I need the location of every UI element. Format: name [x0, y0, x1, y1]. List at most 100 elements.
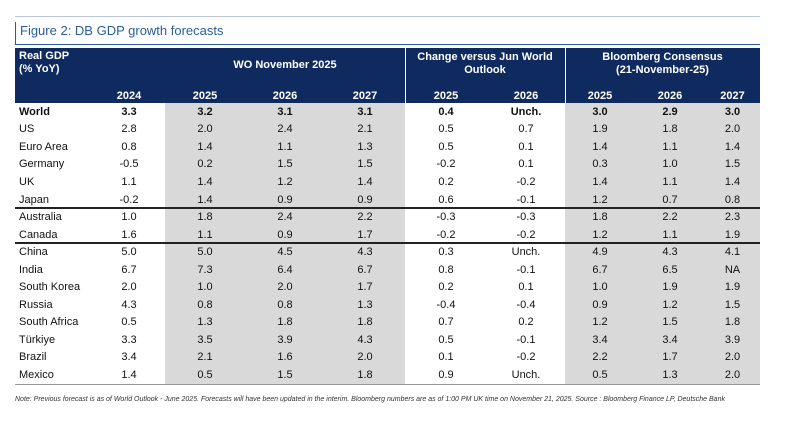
year-header: 2026: [513, 89, 539, 102]
value-cell: -0.3: [516, 211, 536, 224]
value-cell: 6.7: [357, 263, 373, 276]
value-cell: 2.4: [277, 123, 293, 136]
value-cell: 2.0: [197, 123, 213, 136]
value-cell: 1.1: [121, 175, 137, 188]
value-cell: 1.4: [357, 175, 373, 188]
value-cell: Unch.: [510, 105, 542, 118]
value-cell: 1.4: [724, 140, 741, 153]
note: Note: Previous forecast is as of World O…: [15, 396, 725, 403]
value-cell: 6.5: [662, 263, 678, 276]
value-cell: 2.1: [197, 351, 213, 364]
value-cell: 3.3: [121, 333, 137, 346]
value-cell: 1.0: [121, 211, 137, 224]
value-cell: -0.5: [119, 158, 139, 171]
value-cell: 1.5: [662, 316, 678, 329]
year-header: 2025: [433, 89, 459, 102]
value-cell: 0.8: [724, 193, 741, 206]
value-cell: -0.1: [516, 193, 536, 206]
value-cell: 1.9: [662, 281, 678, 294]
value-cell: 3.5: [197, 333, 213, 346]
value-cell: -0.2: [516, 175, 536, 188]
value-cell: 1.3: [357, 140, 373, 153]
year-header: 2025: [587, 89, 613, 102]
group-header: WO November 2025: [233, 58, 337, 71]
value-cell: 1.5: [357, 158, 373, 171]
value-cell: 1.8: [357, 369, 373, 382]
group-divider: [565, 48, 566, 103]
value-cell: 1.2: [592, 228, 608, 241]
value-cell: 6.4: [277, 263, 293, 276]
value-cell: 2.8: [121, 123, 137, 136]
value-cell: 1.3: [197, 316, 213, 329]
value-cell: 2.2: [662, 211, 678, 224]
value-cell: 7.3: [197, 263, 213, 276]
row-label: Brazil: [19, 351, 47, 364]
value-cell: -0.1: [516, 263, 536, 276]
value-cell: 0.1: [518, 281, 534, 294]
value-cell: 1.4: [592, 140, 608, 153]
value-cell: 5.0: [121, 246, 137, 259]
value-cell: 1.8: [357, 316, 373, 329]
row-label: China: [19, 246, 48, 259]
value-cell: Unch.: [511, 246, 541, 259]
value-cell: 2.0: [724, 123, 741, 136]
row-label: Mexico: [19, 369, 54, 382]
title-rule: [15, 44, 760, 45]
value-cell: 3.4: [121, 351, 137, 364]
value-cell: 1.6: [277, 351, 293, 364]
section-rule: [15, 242, 760, 245]
value-cell: 1.3: [662, 369, 678, 382]
value-cell: 6.7: [121, 263, 137, 276]
row-label: South Korea: [19, 281, 81, 294]
row-label: Türkiye: [19, 333, 56, 346]
value-cell: 3.2: [197, 105, 213, 118]
group-header: Outlook: [464, 63, 506, 76]
value-cell: 1.7: [662, 351, 678, 364]
value-cell: 3.0: [724, 105, 741, 118]
value-cell: 1.8: [724, 316, 741, 329]
value-cell: 2.2: [357, 211, 373, 224]
value-cell: 1.2: [662, 298, 678, 311]
value-cell: 4.3: [662, 246, 678, 259]
value-cell: 0.1: [518, 140, 534, 153]
value-cell: 3.3: [121, 105, 137, 118]
value-cell: 3.9: [724, 333, 741, 346]
year-header: 2026: [272, 89, 298, 102]
value-cell: 0.5: [438, 140, 454, 153]
value-cell: 4.5: [277, 246, 293, 259]
row-label-header: Real GDP: [19, 50, 70, 62]
value-cell: 1.9: [724, 281, 741, 294]
value-cell: 3.4: [662, 333, 678, 346]
value-cell: 1.1: [277, 140, 293, 153]
row-label: Russia: [19, 298, 53, 311]
year-header: 2025: [192, 89, 218, 102]
value-cell: 2.0: [277, 281, 293, 294]
value-cell: 3.0: [592, 105, 608, 118]
title-bar: [15, 22, 16, 44]
value-cell: 1.8: [197, 211, 213, 224]
row-label: US: [19, 123, 35, 136]
value-cell: 0.1: [438, 351, 454, 364]
value-cell: 0.3: [438, 246, 454, 259]
value-cell: 0.5: [121, 316, 137, 329]
row-label: India: [19, 263, 43, 276]
value-cell: 0.8: [438, 263, 454, 276]
value-cell: 1.0: [662, 158, 678, 171]
row-label: Canada: [19, 228, 58, 241]
value-cell: 4.1: [724, 246, 741, 259]
value-cell: 1.9: [592, 123, 608, 136]
row-label: UK: [19, 175, 35, 188]
row-label: South Africa: [19, 316, 79, 329]
value-cell: 0.9: [277, 193, 293, 206]
value-cell: 1.1: [662, 228, 678, 241]
year-header: 2024: [116, 89, 142, 102]
value-cell: 0.9: [592, 298, 608, 311]
value-cell: 2.0: [724, 351, 741, 364]
group-divider: [405, 48, 406, 103]
value-cell: 0.9: [357, 193, 373, 206]
value-cell: 2.0: [121, 281, 137, 294]
value-cell: 3.1: [277, 105, 293, 118]
group-header: (21-November-25): [616, 63, 709, 76]
value-cell: 1.8: [277, 316, 293, 329]
